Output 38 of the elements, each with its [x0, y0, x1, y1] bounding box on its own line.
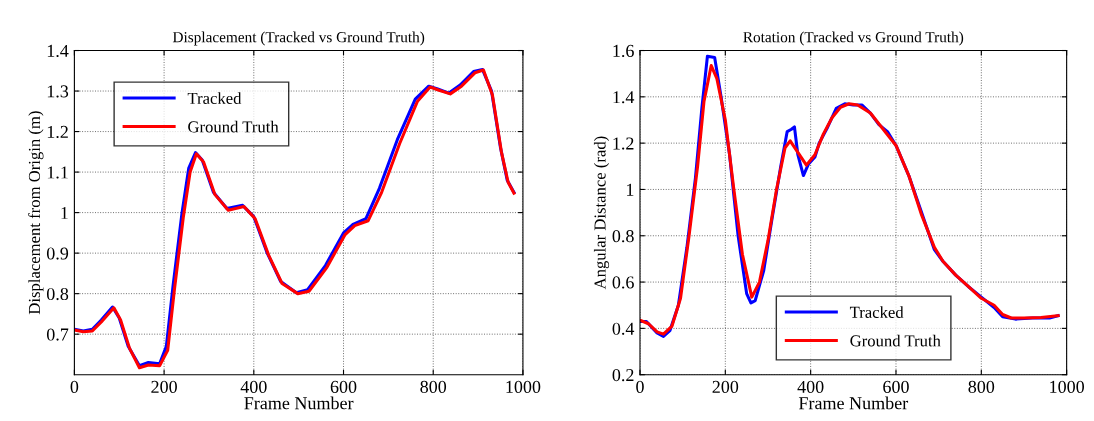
- y-tick-label: 1.4: [613, 91, 635, 104]
- y-tick-label: 1.2: [47, 125, 68, 139]
- x-tick-label: 600: [883, 380, 909, 393]
- x-axis-title: Frame Number: [798, 396, 909, 410]
- x-tick-label: 1000: [1050, 380, 1085, 393]
- x-axis-title: Frame Number: [244, 396, 354, 410]
- y-axis-title: Displacement from Origin (m): [28, 111, 44, 315]
- y-tick-label: 1.3: [47, 85, 69, 98]
- x-tick-label: 800: [968, 380, 995, 393]
- x-tick-label: 200: [712, 380, 739, 393]
- y-tick-label: 1.1: [47, 166, 68, 179]
- x-tick-label: 0: [70, 380, 79, 393]
- y-tick-label: 0.7: [46, 328, 69, 341]
- x-tick-label: 1000: [506, 380, 541, 393]
- x-tick-label: 400: [797, 380, 824, 393]
- legend-label: Ground Truth: [850, 334, 941, 347]
- y-tick-label: 1: [626, 183, 634, 196]
- y-tick-label: 1.6: [613, 44, 634, 58]
- y-tick-label: 1.2: [613, 137, 634, 150]
- y-tick-label: 0.4: [612, 322, 635, 335]
- chart-title: Displacement (Tracked vs Ground Truth): [172, 31, 425, 46]
- chart-title: Rotation (Tracked vs Ground Truth): [743, 31, 964, 46]
- y-axis-title: Angular Distance (rad): [593, 136, 610, 290]
- x-tick-label: 0: [636, 380, 644, 393]
- y-tick-label: 1: [61, 206, 68, 219]
- y-tick-label: 0.2: [612, 368, 634, 382]
- legend-label: Tracked: [187, 92, 242, 104]
- x-tick-label: 600: [330, 380, 357, 393]
- x-tick-label: 400: [240, 380, 267, 393]
- y-tick-label: 0.8: [612, 230, 634, 243]
- legend-label: Tracked: [849, 306, 904, 318]
- y-tick-label: 0.9: [46, 247, 69, 260]
- x-tick-label: 200: [151, 380, 177, 393]
- y-tick-label: 1.4: [47, 44, 69, 58]
- y-tick-label: 0.8: [46, 287, 69, 301]
- y-tick-label: 0.6: [612, 276, 634, 289]
- x-tick-label: 800: [420, 380, 447, 393]
- legend-label: Ground Truth: [188, 120, 279, 133]
